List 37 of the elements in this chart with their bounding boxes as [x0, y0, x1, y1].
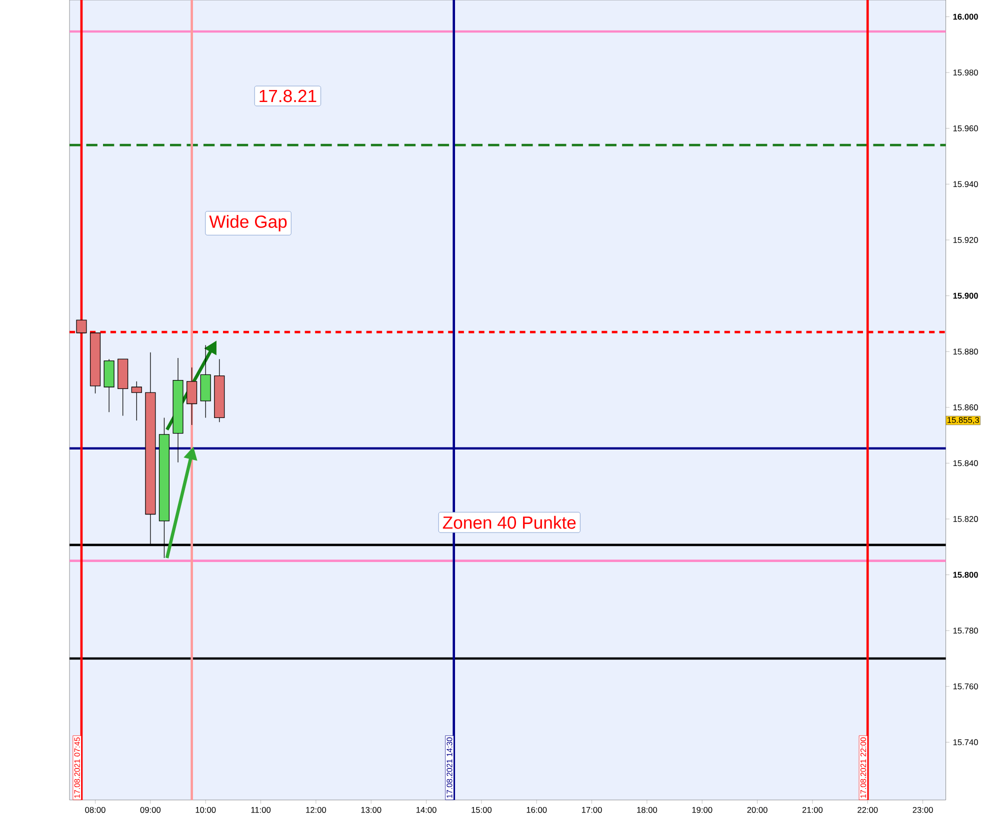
x-tick-label: 18:00: [637, 807, 658, 814]
y-tick-label: 15.800: [953, 572, 978, 578]
y-tick-label: 16.000: [953, 14, 978, 20]
x-tick-label: 16:00: [526, 807, 547, 814]
annotation: 17.8.21: [260, 90, 316, 102]
x-tick-label: 13:00: [361, 807, 382, 814]
x-tick-label: 17:00: [582, 807, 602, 814]
x-tick-label: 20:00: [747, 807, 768, 814]
y-tick-label: 15.920: [953, 237, 978, 244]
x-tick-label: 22:00: [858, 807, 878, 814]
x-tick-label: 21:00: [802, 807, 823, 814]
x-tick-label: 10:00: [196, 807, 216, 814]
x-tick-label: 08:00: [85, 807, 106, 814]
candlestick: [131, 381, 142, 421]
x-tick-label: 23:00: [912, 807, 933, 814]
y-tick-label: 15.880: [953, 348, 978, 355]
y-tick-label: 15.900: [953, 292, 978, 299]
x-tick-label: 14:00: [416, 807, 436, 814]
y-tick-label: 15.820: [953, 516, 978, 522]
y-tick-label: 15.740: [953, 739, 978, 746]
y-tick-label: 15.840: [953, 460, 978, 466]
x-tick-label: 09:00: [140, 807, 161, 814]
y-tick-label: 15.760: [953, 684, 978, 690]
x-tick-label: 15:00: [472, 807, 492, 814]
candlestick: [186, 367, 198, 426]
annotation: Zonen 40 Punkte: [442, 516, 576, 529]
y-tick-label: 15.980: [953, 70, 978, 76]
annotation: Wide Gap: [209, 215, 287, 232]
y-tick-label: 15.780: [953, 628, 978, 634]
y-tick-label: 15.860: [953, 404, 978, 410]
x-tick-label: 11:00: [251, 807, 271, 814]
candlestick: [76, 320, 87, 334]
y-tick-label: 15.940: [953, 181, 978, 188]
x-tick-label: 19:00: [692, 807, 712, 814]
x-tick-label: 12:00: [306, 807, 326, 814]
text: 15.855,3: [948, 417, 979, 424]
y-tick-label: 15.960: [953, 126, 978, 132]
